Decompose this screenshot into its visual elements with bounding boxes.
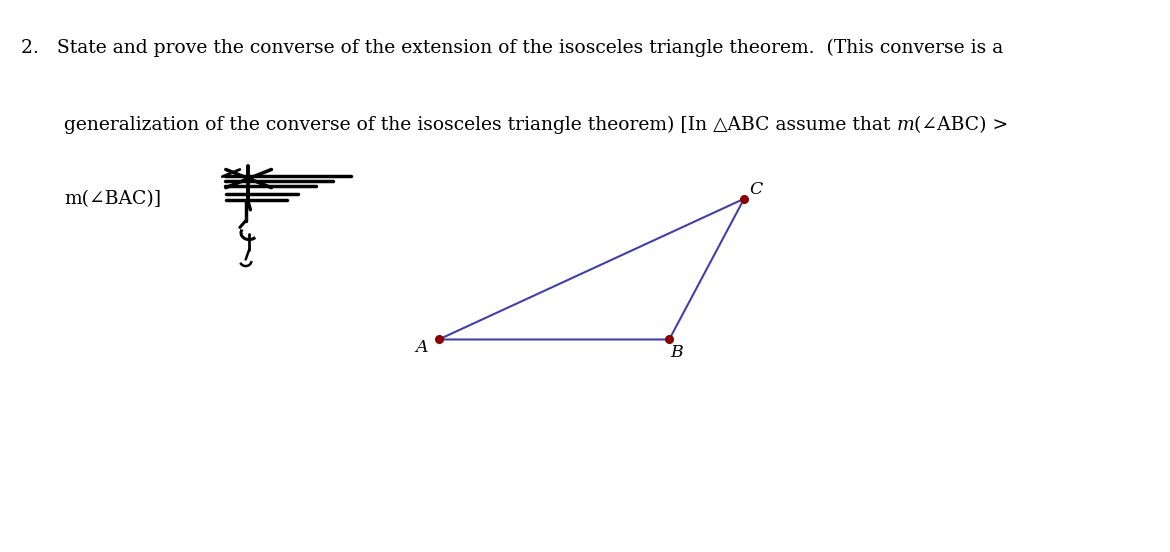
Text: C: C <box>749 182 763 198</box>
Text: B: B <box>670 344 682 360</box>
Text: m(∠BAC)]: m(∠BAC)] <box>64 190 161 209</box>
Text: (∠ABC) >: (∠ABC) > <box>915 116 1009 134</box>
Text: generalization of the converse of the isosceles triangle theorem) [In △ABC assum: generalization of the converse of the is… <box>64 116 896 134</box>
Text: m: m <box>896 116 915 134</box>
Text: A: A <box>415 339 427 356</box>
Text: 2.   State and prove the converse of the extension of the isosceles triangle the: 2. State and prove the converse of the e… <box>21 39 1004 57</box>
